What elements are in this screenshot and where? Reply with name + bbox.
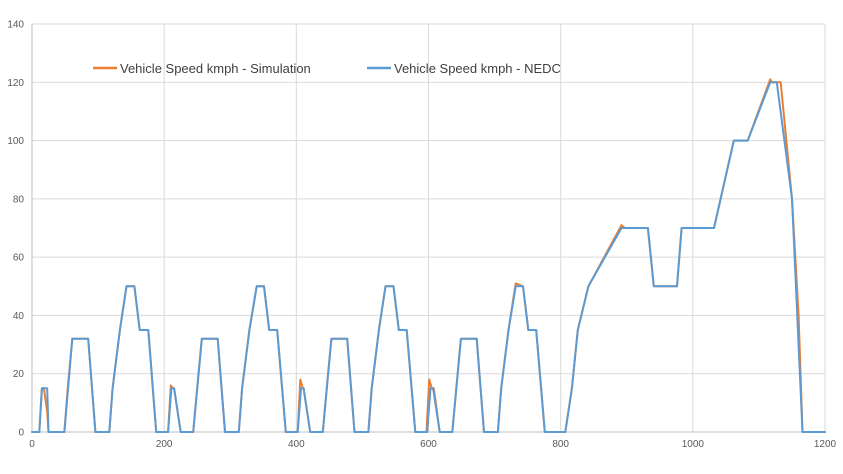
y-tick-label: 60 [13,253,25,264]
series-line-nedc [31,81,826,433]
series-lines [31,78,826,433]
x-tick-label: 600 [420,439,437,450]
y-tick-label: 0 [18,428,24,439]
x-tick-label: 1000 [682,439,705,450]
y-tick-label: 80 [13,194,25,205]
y-tick-label: 20 [13,369,25,380]
legend: Vehicle Speed kmph - Simulation Vehicle S… [93,61,561,76]
y-tick-label: 140 [7,20,24,31]
y-tick-label: 100 [7,136,24,147]
x-tick-label: 0 [29,439,35,450]
legend-label: Vehicle Speed kmph - Simulation [120,61,311,76]
tick-labels: 0 20 40 60 80 100 120 140 0 200 400 600 800 1000 1200 [7,20,836,451]
x-tick-label: 1200 [814,439,837,450]
y-tick-label: 40 [13,311,25,322]
x-tick-label: 800 [552,439,569,450]
x-tick-label: 200 [156,439,173,450]
gridlines [32,23,826,432]
y-tick-label: 120 [7,78,24,89]
x-tick-label: 400 [288,439,305,450]
legend-label: Vehicle Speed kmph - NEDC [394,61,561,76]
